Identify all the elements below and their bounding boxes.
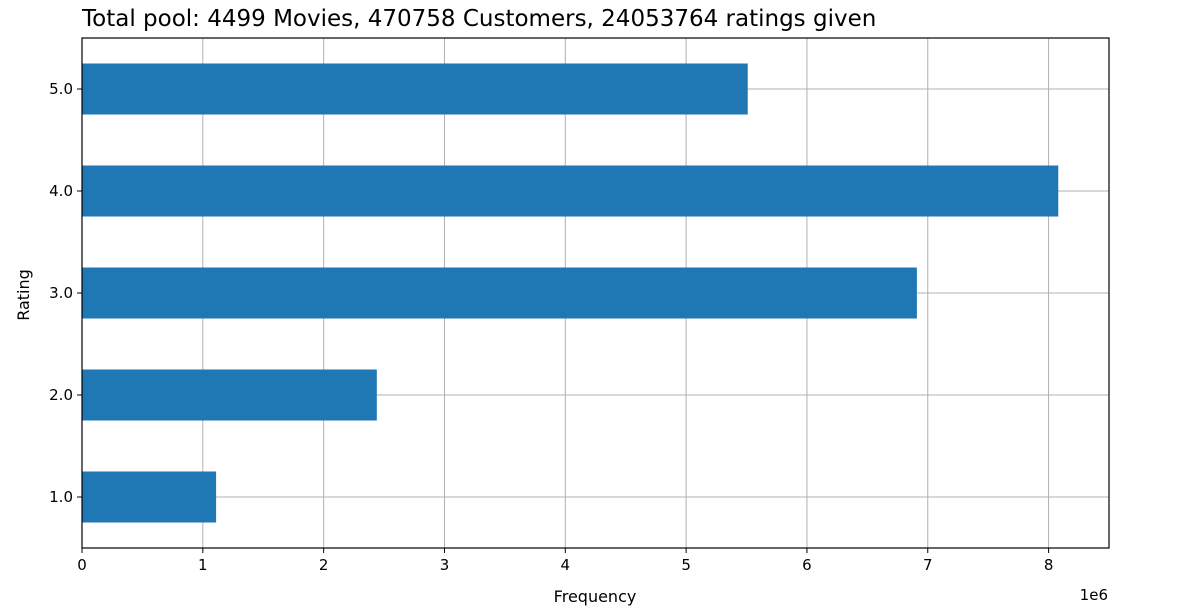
x-axis-offset-label: 1e6 [1080, 586, 1108, 604]
bar-rating-4.0 [82, 165, 1059, 217]
y-tick-label: 2.0 [49, 386, 73, 404]
y-tick-label: 5.0 [49, 80, 73, 98]
bar-rating-3.0 [82, 267, 917, 319]
bars-layer [82, 63, 1059, 523]
bar-rating-1.0 [82, 471, 217, 523]
x-tick-label: 3 [440, 556, 450, 574]
chart-title: Total pool: 4499 Movies, 470758 Customer… [81, 6, 876, 32]
x-tick-label: 4 [561, 556, 571, 574]
x-tick-label: 0 [77, 556, 87, 574]
bar-rating-2.0 [82, 369, 377, 421]
x-tick-label: 7 [923, 556, 933, 574]
ticks-layer: 0 1 2 3 4 5 6 7 8 1.0 2.0 3.0 4.0 5.0 [49, 80, 1053, 574]
x-tick-label: 5 [681, 556, 691, 574]
x-axis-label: Frequency [554, 587, 637, 606]
y-tick-label: 1.0 [49, 488, 73, 506]
y-tick-label: 4.0 [49, 182, 73, 200]
bar-rating-5.0 [82, 63, 748, 115]
y-axis-label: Rating [14, 269, 33, 321]
x-tick-label: 2 [319, 556, 329, 574]
x-tick-label: 1 [198, 556, 208, 574]
x-tick-label: 8 [1044, 556, 1054, 574]
y-tick-label: 3.0 [49, 284, 73, 302]
x-tick-label: 6 [802, 556, 812, 574]
